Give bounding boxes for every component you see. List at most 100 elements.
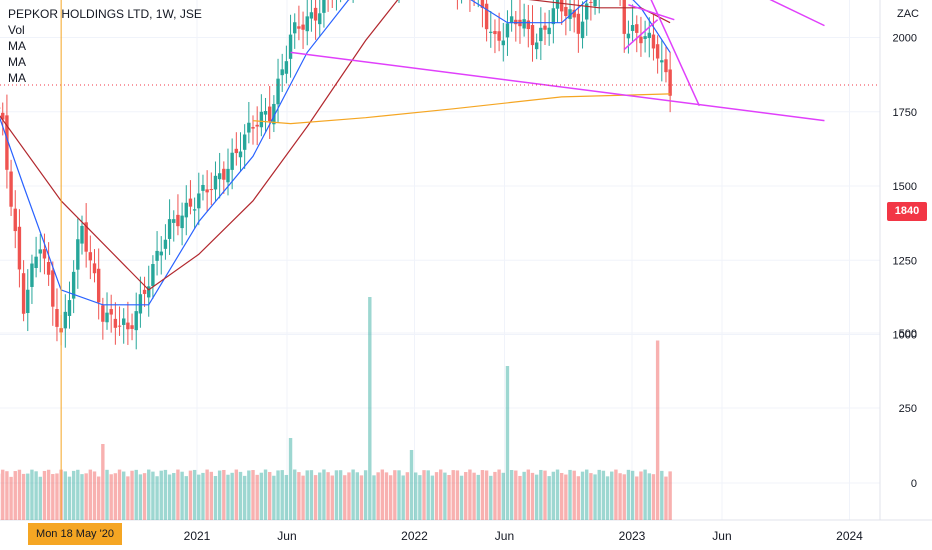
volume-bar (167, 474, 172, 520)
candle-body (197, 193, 201, 209)
candle-body (313, 7, 318, 21)
volume-bar (355, 472, 359, 520)
volume-bar (401, 475, 405, 520)
volume-bar (430, 475, 435, 520)
crosshair-date-tag: Mon 18 May '20 (28, 523, 122, 545)
volume-bar (322, 469, 326, 520)
volume-bar (397, 470, 401, 520)
volume-bar (651, 474, 656, 520)
volume-bar (593, 474, 597, 520)
candle-body (576, 13, 581, 34)
volume-bar (234, 469, 239, 520)
candle-body (13, 208, 17, 232)
volume-bar (338, 470, 343, 520)
volume-bar (134, 469, 138, 520)
candle-body (113, 318, 118, 328)
candlesticks (0, 0, 672, 350)
candle-body (305, 16, 309, 32)
volume-bar (21, 473, 26, 520)
candle-body (660, 60, 664, 63)
volume-bar (188, 470, 193, 520)
volume-bar (622, 474, 626, 520)
moving-average-line (252, 93, 671, 125)
candle-body (501, 40, 505, 46)
volume-bar (113, 473, 118, 520)
volume-bar (330, 475, 334, 520)
volume-bar (647, 473, 651, 520)
candle-body (318, 13, 322, 25)
volume-bar (359, 475, 364, 520)
volume-bar (180, 471, 184, 520)
candle-body (580, 21, 585, 39)
volume-bar (172, 473, 176, 520)
volume-bar (71, 470, 76, 520)
candle-body (534, 42, 539, 50)
volume-bar (26, 473, 30, 520)
candle-body (668, 69, 672, 96)
volume-bar (205, 469, 209, 520)
candle-body (522, 19, 526, 29)
candle-body (251, 127, 255, 129)
price-tick-label: 1250 (893, 255, 917, 267)
candle-body (71, 271, 76, 299)
volume-bar (55, 473, 59, 520)
volume-bar (635, 476, 639, 520)
volume-bar (13, 471, 17, 520)
candle-body (539, 27, 543, 42)
volume-bar (267, 471, 272, 520)
candle-body (51, 270, 55, 307)
candle-body (647, 32, 651, 39)
moving-average-line (0, 0, 671, 306)
candle-body (176, 214, 180, 227)
candle-body (242, 134, 247, 150)
volume-bar (464, 472, 468, 520)
volume-bar (522, 471, 526, 520)
indicator-vol[interactable]: Vol (8, 23, 25, 37)
volume-bar (639, 471, 643, 520)
candle-body (134, 311, 138, 331)
volume-bar (209, 471, 214, 520)
candle-body (493, 31, 497, 35)
candle-body (46, 261, 51, 275)
volume-bar (547, 476, 551, 520)
volume-bar (343, 475, 347, 520)
candle-body (635, 24, 639, 33)
candle-body (297, 26, 301, 29)
volume-bar (147, 469, 151, 520)
volume-tick-label: 0 (911, 478, 917, 490)
indicator-ma-2[interactable]: MA (8, 55, 26, 69)
candle-body (593, 0, 597, 7)
candle-body (497, 31, 501, 41)
candle-body (272, 103, 276, 125)
volume-bar (92, 471, 97, 520)
indicator-ma-1[interactable]: MA (8, 39, 26, 53)
indicator-ma-3[interactable]: MA (8, 71, 26, 85)
candle-body (301, 24, 305, 30)
volume-bar (543, 470, 547, 520)
volume-bar (489, 475, 493, 520)
time-tick-label: 2022 (401, 529, 428, 543)
candle-body (626, 33, 631, 39)
candle-body (238, 151, 243, 158)
volume-tick-label: 250 (899, 403, 917, 415)
volume-bar (585, 469, 589, 520)
volume-bar (305, 470, 309, 520)
candle-body (130, 325, 134, 329)
volume-bar (230, 472, 234, 520)
symbol-title[interactable]: PEPKOR HOLDINGS LTD, 1W, JSE (8, 7, 202, 21)
price-tick-label: 1000 (893, 330, 917, 342)
volume-bar (568, 469, 572, 520)
candle-body (226, 168, 230, 183)
candle-body (551, 8, 556, 25)
candle-body (101, 305, 105, 322)
volume-bar (509, 470, 514, 520)
candle-body (309, 12, 314, 19)
volume-bar (280, 470, 284, 520)
volume-bar (476, 474, 480, 520)
volume-bar (259, 472, 264, 520)
volume-bar (263, 469, 268, 520)
candle-body (480, 0, 485, 9)
volume-bar (597, 469, 601, 520)
volume-bar (151, 471, 155, 520)
